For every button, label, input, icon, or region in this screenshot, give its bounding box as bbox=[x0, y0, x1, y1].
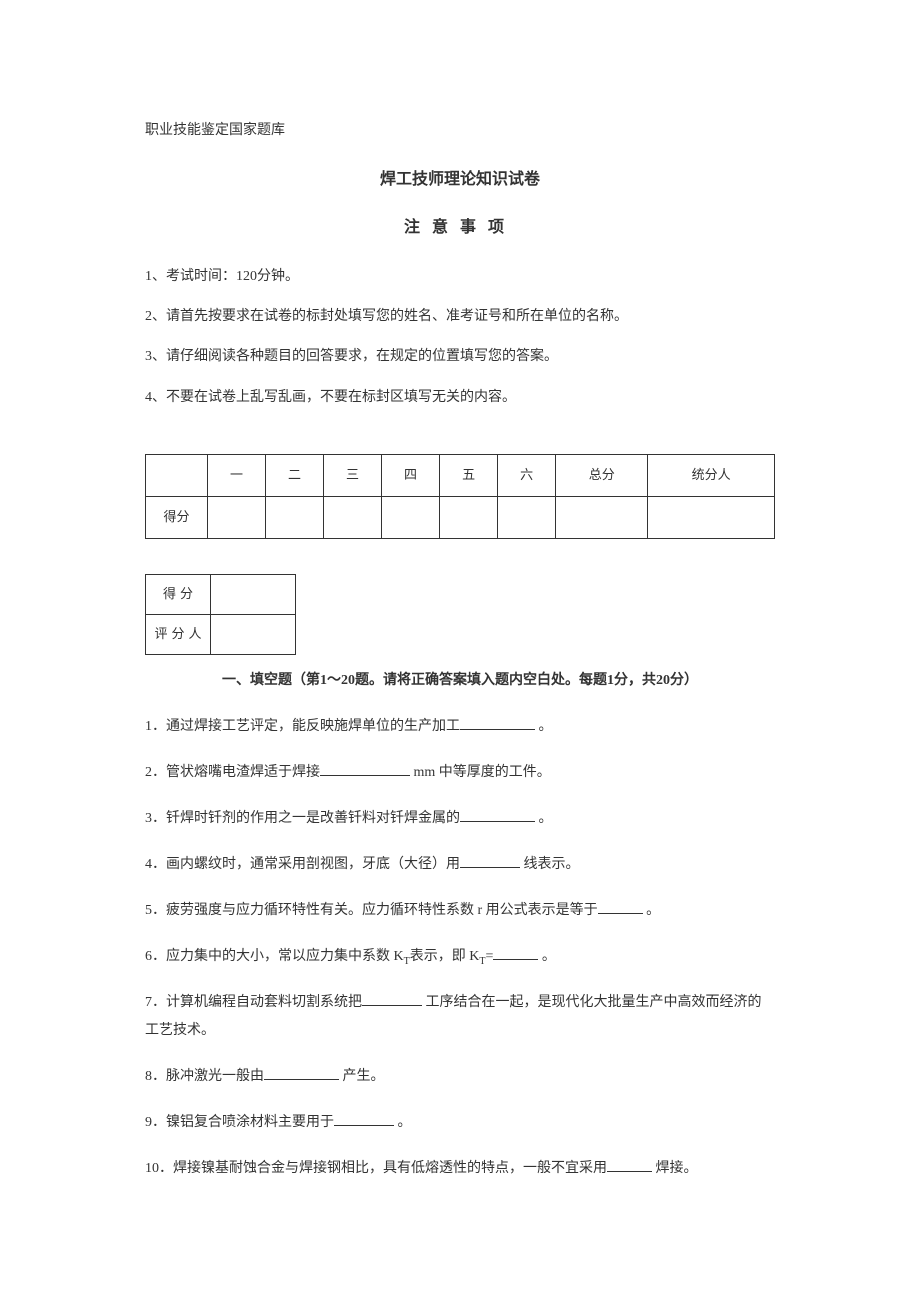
question-text: 焊接。 bbox=[652, 1161, 698, 1176]
fill-blank[interactable] bbox=[493, 946, 538, 960]
question-text: 线表示。 bbox=[520, 857, 580, 872]
question-text: 1．通过焊接工艺评定，能反映施焊单位的生产加工 bbox=[145, 719, 460, 734]
question-5: 5．疲劳强度与应力循环特性有关。应力循环特性系数 r 用公式表示是等于 。 bbox=[145, 897, 775, 925]
grader-table: 得分 评分人 bbox=[145, 574, 296, 655]
question-text: 。 bbox=[643, 903, 661, 918]
question-text: 9．镍铝复合喷涂材料主要用于 bbox=[145, 1115, 334, 1130]
question-text: 8．脉冲激光一般由 bbox=[145, 1069, 264, 1084]
table-cell: 得分 bbox=[146, 575, 211, 615]
table-cell: 二 bbox=[266, 455, 324, 497]
question-2: 2．管状熔嘴电渣焊适于焊接 mm 中等厚度的工件。 bbox=[145, 759, 775, 787]
question-7: 7．计算机编程自动套料切割系统把 工序结合在一起，是现代化大批量生产中高效而经济… bbox=[145, 989, 775, 1045]
question-text: 10．焊接镍基耐蚀合金与焊接钢相比，具有低熔透性的特点，一般不宜采用 bbox=[145, 1161, 607, 1176]
table-row: 一 二 三 四 五 六 总分 统分人 bbox=[146, 455, 775, 497]
question-text: 。 bbox=[394, 1115, 412, 1130]
table-cell: 一 bbox=[208, 455, 266, 497]
table-cell: 五 bbox=[440, 455, 498, 497]
table-cell[interactable] bbox=[648, 497, 775, 539]
table-row: 得分 bbox=[146, 575, 296, 615]
fill-blank[interactable] bbox=[264, 1066, 339, 1080]
question-text: 。 bbox=[535, 719, 553, 734]
question-10: 10．焊接镍基耐蚀合金与焊接钢相比，具有低熔透性的特点，一般不宜采用 焊接。 bbox=[145, 1155, 775, 1183]
question-text: 。 bbox=[535, 811, 553, 826]
instruction-2: 2、请首先按要求在试卷的标封处填写您的姓名、准考证号和所在单位的名称。 bbox=[145, 306, 775, 328]
table-cell: 三 bbox=[324, 455, 382, 497]
question-text: 4．画内螺纹时，通常采用剖视图，牙底（大径）用 bbox=[145, 857, 460, 872]
question-8: 8．脉冲激光一般由 产生。 bbox=[145, 1063, 775, 1091]
fill-blank[interactable] bbox=[320, 762, 410, 776]
section-title: 一、填空题（第1～20题。请将正确答案填入题内空白处。每题1分，共20分） bbox=[145, 670, 775, 692]
question-text: 3．钎焊时钎剂的作用之一是改善钎料对钎焊金属的 bbox=[145, 811, 460, 826]
table-cell[interactable] bbox=[440, 497, 498, 539]
question-text: = bbox=[485, 949, 493, 964]
table-row: 评分人 bbox=[146, 615, 296, 655]
table-cell[interactable] bbox=[266, 497, 324, 539]
fill-blank[interactable] bbox=[598, 900, 643, 914]
table-cell: 评分人 bbox=[146, 615, 211, 655]
table-cell[interactable] bbox=[211, 615, 296, 655]
instruction-1: 1、考试时间：120分钟。 bbox=[145, 266, 775, 288]
question-4: 4．画内螺纹时，通常采用剖视图，牙底（大径）用 线表示。 bbox=[145, 851, 775, 879]
question-9: 9．镍铝复合喷涂材料主要用于 。 bbox=[145, 1109, 775, 1137]
table-cell[interactable] bbox=[556, 497, 648, 539]
table-cell[interactable] bbox=[324, 497, 382, 539]
table-cell: 总分 bbox=[556, 455, 648, 497]
table-cell[interactable] bbox=[382, 497, 440, 539]
question-text: 。 bbox=[538, 949, 556, 964]
question-text: 6．应力集中的大小，常以应力集中系数 K bbox=[145, 949, 404, 964]
question-3: 3．钎焊时钎剂的作用之一是改善钎料对钎焊金属的 。 bbox=[145, 805, 775, 833]
table-row: 得分 bbox=[146, 497, 775, 539]
question-text: 2．管状熔嘴电渣焊适于焊接 bbox=[145, 765, 320, 780]
fill-blank[interactable] bbox=[460, 854, 520, 868]
question-text: 7．计算机编程自动套料切割系统把 bbox=[145, 995, 362, 1010]
table-cell: 得分 bbox=[146, 497, 208, 539]
fill-blank[interactable] bbox=[460, 808, 535, 822]
question-text: 5．疲劳强度与应力循环特性有关。应力循环特性系数 r 用公式表示是等于 bbox=[145, 903, 598, 918]
fill-blank[interactable] bbox=[334, 1112, 394, 1126]
instruction-3: 3、请仔细阅读各种题目的回答要求，在规定的位置填写您的答案。 bbox=[145, 346, 775, 368]
table-cell[interactable] bbox=[208, 497, 266, 539]
source-header: 职业技能鉴定国家题库 bbox=[145, 120, 775, 142]
score-table: 一 二 三 四 五 六 总分 统分人 得分 bbox=[145, 454, 775, 539]
table-cell bbox=[146, 455, 208, 497]
fill-blank[interactable] bbox=[362, 992, 422, 1006]
page-subtitle: 注意事项 bbox=[145, 215, 775, 241]
instruction-4: 4、不要在试卷上乱写乱画，不要在标封区填写无关的内容。 bbox=[145, 387, 775, 409]
fill-blank[interactable] bbox=[607, 1158, 652, 1172]
question-6: 6．应力集中的大小，常以应力集中系数 KT表示，即 KT= 。 bbox=[145, 943, 775, 972]
question-text: 表示，即 K bbox=[410, 949, 480, 964]
table-cell: 统分人 bbox=[648, 455, 775, 497]
fill-blank[interactable] bbox=[460, 716, 535, 730]
question-text: mm 中等厚度的工件。 bbox=[410, 765, 551, 780]
table-cell: 四 bbox=[382, 455, 440, 497]
table-cell[interactable] bbox=[498, 497, 556, 539]
table-cell: 六 bbox=[498, 455, 556, 497]
question-1: 1．通过焊接工艺评定，能反映施焊单位的生产加工 。 bbox=[145, 713, 775, 741]
page-title: 焊工技师理论知识试卷 bbox=[145, 167, 775, 193]
question-text: 产生。 bbox=[339, 1069, 385, 1084]
table-cell[interactable] bbox=[211, 575, 296, 615]
